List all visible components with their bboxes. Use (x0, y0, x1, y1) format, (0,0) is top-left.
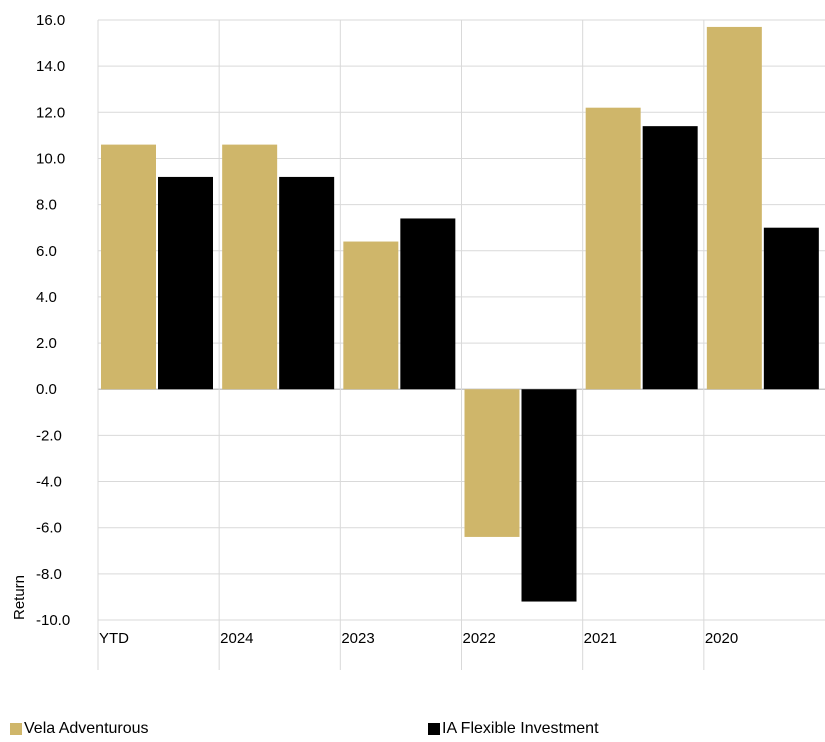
legend-swatch-series-1 (10, 723, 22, 735)
x-tick-label: 2024 (220, 630, 253, 647)
legend-item-series-1: Vela Adventurous (10, 720, 149, 738)
legend-item-series-2: IA Flexible Investment (428, 720, 599, 738)
y-tick-label: -2.0 (36, 427, 62, 444)
bar-series-1-2022 (464, 389, 520, 537)
bar-series-1-2023 (343, 241, 399, 390)
x-tick-label: 2020 (705, 630, 738, 647)
bar-series-2-2021 (642, 126, 698, 390)
bar-series-2-2022 (521, 389, 577, 602)
y-tick-label: -4.0 (36, 474, 62, 491)
y-tick-label: -8.0 (36, 566, 62, 583)
y-tick-label: 2.0 (36, 335, 57, 352)
bars (101, 26, 819, 602)
x-tick-label: 2022 (463, 630, 496, 647)
gridlines (97, 19, 825, 670)
bar-series-2-2024 (279, 176, 335, 390)
legend-label-series-1: Vela Adventurous (24, 720, 149, 737)
y-axis-label: Return (11, 575, 28, 620)
legend-label-series-2: IA Flexible Investment (442, 720, 599, 737)
y-tick-label: 6.0 (36, 243, 57, 260)
y-tick-labels: 16.0 14.0 12.0 10.0 8.0 6.0 4.0 2.0 0.0 -2.0 -4.0 -… (36, 12, 70, 629)
y-tick-label: 12.0 (36, 104, 65, 121)
x-tick-label: 2021 (584, 630, 617, 647)
bar-series-1-2024 (222, 144, 278, 390)
y-tick-label: -6.0 (36, 520, 62, 537)
y-tick-label: -10.0 (36, 612, 70, 629)
y-tick-label: 10.0 (36, 150, 65, 167)
bar-series-1-ytd (101, 144, 156, 390)
x-tick-labels: YTD 2024 2023 2022 2021 2020 (99, 630, 738, 647)
y-tick-label: 14.0 (36, 58, 65, 75)
y-tick-label: 8.0 (36, 197, 57, 214)
bar-series-1-2021 (585, 107, 641, 390)
y-tick-label: 4.0 (36, 289, 57, 306)
y-tick-label: 16.0 (36, 12, 65, 29)
x-tick-label: 2023 (341, 630, 374, 647)
bar-series-2-ytd (158, 176, 213, 390)
y-tick-label: 0.0 (36, 381, 57, 398)
bar-series-1-2020 (706, 26, 762, 390)
legend-swatch-series-2 (428, 723, 440, 735)
x-tick-label: YTD (99, 630, 129, 647)
bar-series-2-2020 (763, 227, 819, 390)
bar-series-2-2023 (400, 218, 456, 390)
